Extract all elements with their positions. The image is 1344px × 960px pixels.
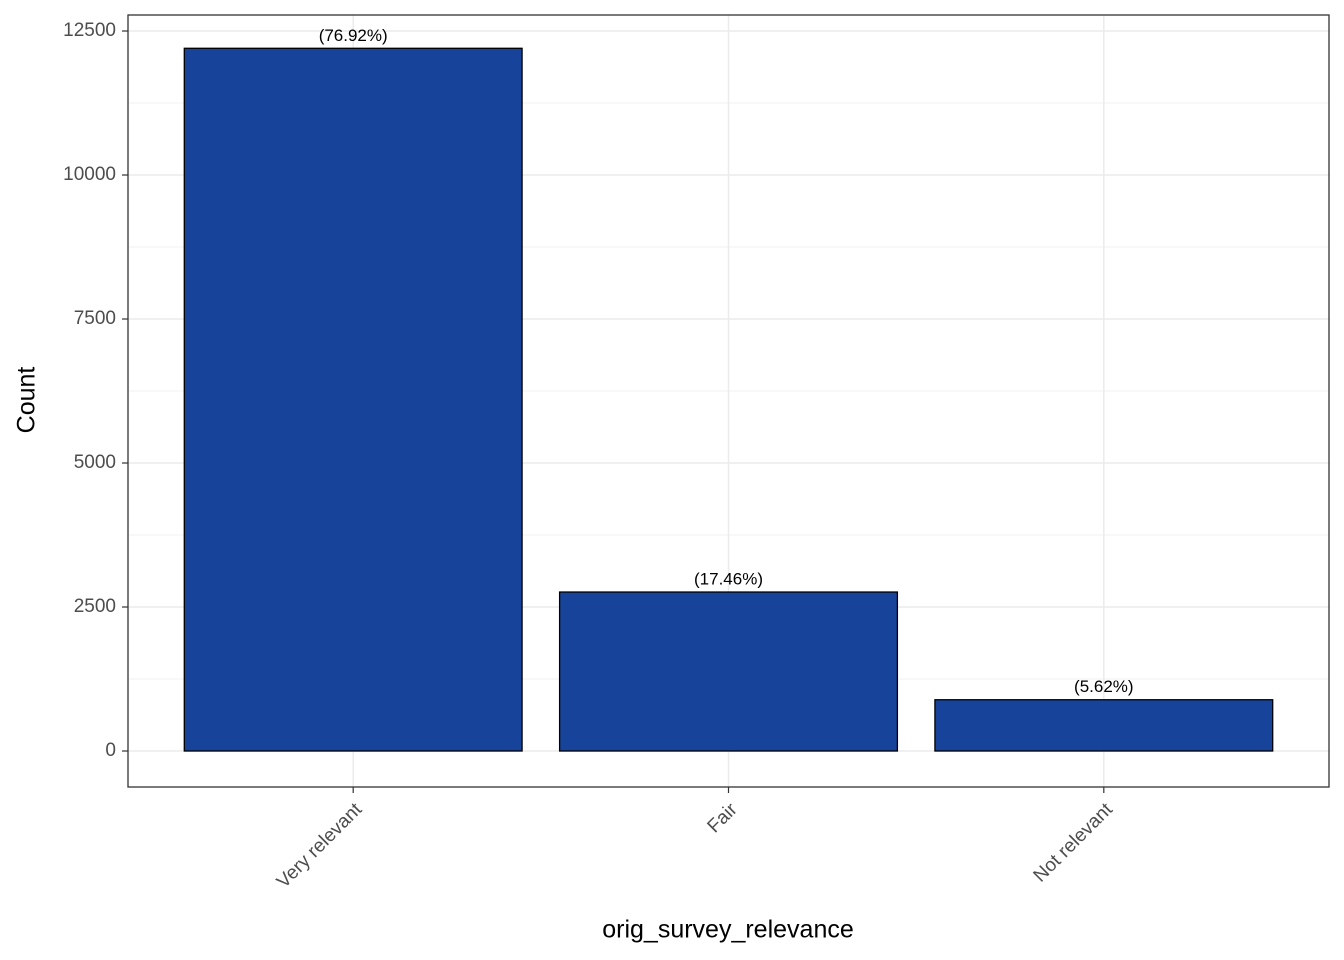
y-tick-label: 12500	[63, 20, 116, 41]
value-label: (5.62%)	[1074, 677, 1134, 696]
y-tick-label: 5000	[74, 452, 116, 473]
y-tick-label: 10000	[63, 164, 116, 185]
value-label: (76.92%)	[319, 26, 388, 45]
x-tick-label: Fair	[704, 799, 742, 837]
x-tick-label: Not relevant	[1030, 799, 1118, 887]
bar	[934, 699, 1274, 752]
y-axis-title: Count	[13, 367, 41, 434]
bar	[558, 591, 899, 752]
y-tick-label: 7500	[74, 308, 116, 329]
y-tick-label: 0	[105, 740, 116, 761]
x-axis-title: orig_survey_relevance	[602, 916, 854, 944]
panel-border	[127, 14, 1330, 788]
bar	[183, 47, 523, 752]
value-label: (17.46%)	[694, 570, 763, 589]
x-tick-label: Very relevant	[273, 799, 367, 893]
y-tick-label: 2500	[74, 596, 116, 617]
